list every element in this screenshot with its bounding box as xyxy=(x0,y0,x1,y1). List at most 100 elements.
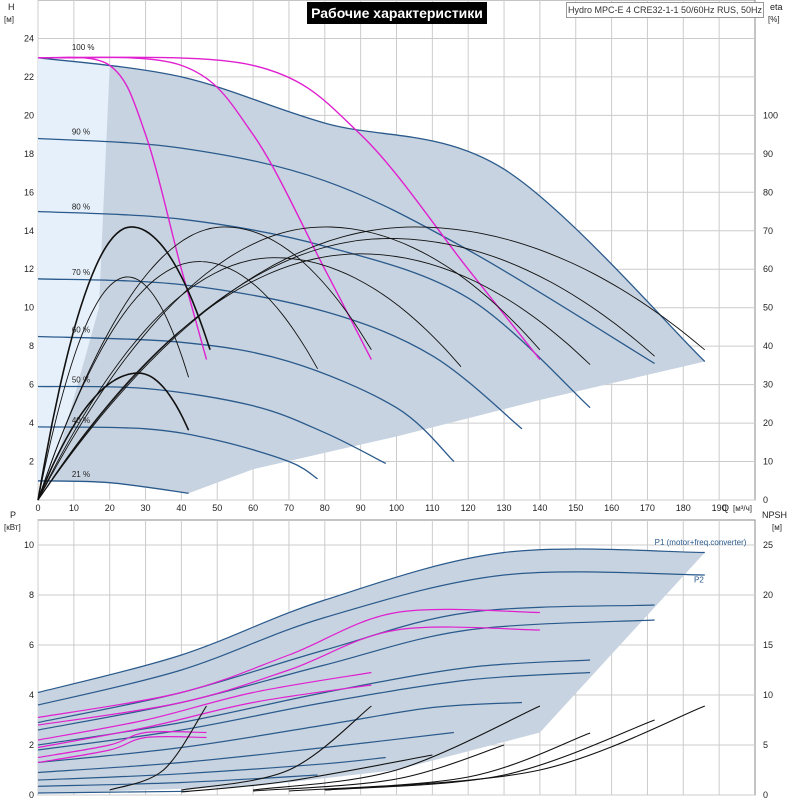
x-tick-label: 80 xyxy=(320,503,330,513)
h-curve-magenta xyxy=(37,56,541,361)
npsh-curve xyxy=(109,705,207,791)
eta-curve xyxy=(37,226,211,501)
npsh-tick-label: 10 xyxy=(763,690,773,700)
npsh-tick-label: 5 xyxy=(763,740,768,750)
npsh-tick-label: 25 xyxy=(763,540,773,550)
h-curve xyxy=(37,278,523,430)
h-axis-label: H xyxy=(8,2,15,12)
speed-label: 70 % xyxy=(72,268,90,277)
speed-label: 80 % xyxy=(72,203,90,212)
p-curve xyxy=(37,548,705,694)
p-curve xyxy=(37,604,655,724)
h-curve xyxy=(37,210,591,409)
p-tick-label: 2 xyxy=(29,740,34,750)
x-tick-label: 50 xyxy=(212,503,222,513)
p-axis-unit: [кВт] xyxy=(4,523,21,532)
eta-tick-label: 0 xyxy=(763,495,768,505)
y-tick-label: 6 xyxy=(29,380,34,390)
eta-tick-label: 100 xyxy=(763,110,778,120)
p-tick-label: 10 xyxy=(24,540,34,550)
speed-label: 90 % xyxy=(72,128,90,137)
eta-tick-label: 90 xyxy=(763,149,773,159)
speed-label: 60 % xyxy=(72,326,90,335)
p-curve-magenta xyxy=(37,608,540,719)
npsh-curve xyxy=(324,719,655,791)
x-tick-label: 160 xyxy=(604,503,619,513)
eta-tick-label: 70 xyxy=(763,226,773,236)
npsh-tick-label: 0 xyxy=(763,790,768,800)
q-axis-label: Q xyxy=(722,503,729,513)
speed-label: 40 % xyxy=(72,416,90,425)
eta-curve xyxy=(37,253,591,501)
x-tick-label: 40 xyxy=(176,503,186,513)
speed-label: 100 % xyxy=(72,43,95,52)
speed-label: 21 % xyxy=(72,470,90,479)
y-tick-label: 20 xyxy=(24,110,34,120)
pump-model-label: Hydro MPC-E 4 CRE32-1-1 50/60Hz RUS, 50H… xyxy=(566,2,764,18)
x-tick-label: 60 xyxy=(248,503,258,513)
npsh-curve xyxy=(253,705,541,791)
x-tick-label: 10 xyxy=(69,503,79,513)
x-tick-label: 130 xyxy=(497,503,512,513)
eta-tick-label: 60 xyxy=(763,264,773,274)
eta-curve xyxy=(37,372,190,501)
p-curve xyxy=(37,671,591,751)
h-curve xyxy=(37,335,455,462)
y-tick-label: 16 xyxy=(24,187,34,197)
p-axis-label: P xyxy=(10,510,16,520)
npsh-axis-label: NPSH xyxy=(762,510,787,520)
x-tick-label: 0 xyxy=(35,503,40,513)
p-curve xyxy=(37,619,655,731)
h-curve xyxy=(37,137,655,365)
p-curve-magenta xyxy=(37,730,207,759)
qh-panel: 100 % 90 % 80 % 70 % 60 % 50 % 40 % 21 % 24 6 8 10 1… xyxy=(4,0,783,513)
eta-tick-label: 10 xyxy=(763,457,773,467)
speed-label: 50 % xyxy=(72,376,90,385)
eta-tick-label: 30 xyxy=(763,380,773,390)
x-tick-label: 20 xyxy=(105,503,115,513)
h-curve xyxy=(37,480,189,494)
eta-tick-label: 50 xyxy=(763,303,773,313)
p-curve xyxy=(37,731,454,774)
x-tick-label: 120 xyxy=(461,503,476,513)
x-tick-label: 170 xyxy=(640,503,655,513)
eta-curve xyxy=(37,238,655,501)
p-curve xyxy=(37,571,705,706)
p-tick-label: 4 xyxy=(29,690,34,700)
h-curve xyxy=(37,426,318,480)
eta-tick-label: 20 xyxy=(763,418,773,428)
eta-curve xyxy=(37,226,706,501)
y-tick-label: 22 xyxy=(24,72,34,82)
p-curve-magenta xyxy=(37,684,372,749)
y-tick-label: 14 xyxy=(24,226,34,236)
x-tick-label: 190 xyxy=(712,503,727,513)
eta-tick-label: 40 xyxy=(763,341,773,351)
power-panel: 0 2 4 6 8 10 0 5 10 15 20 25 P [кВт] NPSH [м] P1 (motor+… xyxy=(4,510,787,800)
h-curve xyxy=(37,57,706,362)
eta-curve xyxy=(37,226,372,501)
light-range-area xyxy=(38,57,110,489)
y-tick-label: 24 xyxy=(24,33,34,43)
eta-curve xyxy=(37,261,318,501)
y-tick-label: 10 xyxy=(24,303,34,313)
npsh-curve xyxy=(288,732,591,792)
x-tick-label: 100 xyxy=(389,503,404,513)
npsh-curve xyxy=(181,705,372,791)
y-tick-label: 12 xyxy=(24,264,34,274)
q-axis-unit: [м³/ч] xyxy=(733,504,752,513)
p-curve xyxy=(37,774,318,787)
y-tick-label: 8 xyxy=(29,341,34,351)
x-tick-label: 70 xyxy=(284,503,294,513)
npsh-tick-label: 15 xyxy=(763,640,773,650)
eta-curve xyxy=(37,257,462,501)
y-tick-label: 4 xyxy=(29,418,34,428)
x-tick-label: 150 xyxy=(568,503,583,513)
x-tick-label: 140 xyxy=(532,503,547,513)
x-tick-label: 90 xyxy=(356,503,366,513)
p2-series-label: P2 xyxy=(694,576,704,585)
npsh-curve xyxy=(181,754,433,793)
npsh-axis-unit: [м] xyxy=(772,523,782,532)
p1-series-label: P1 (motor+freq.converter) xyxy=(655,538,747,547)
p-curve xyxy=(37,756,386,781)
